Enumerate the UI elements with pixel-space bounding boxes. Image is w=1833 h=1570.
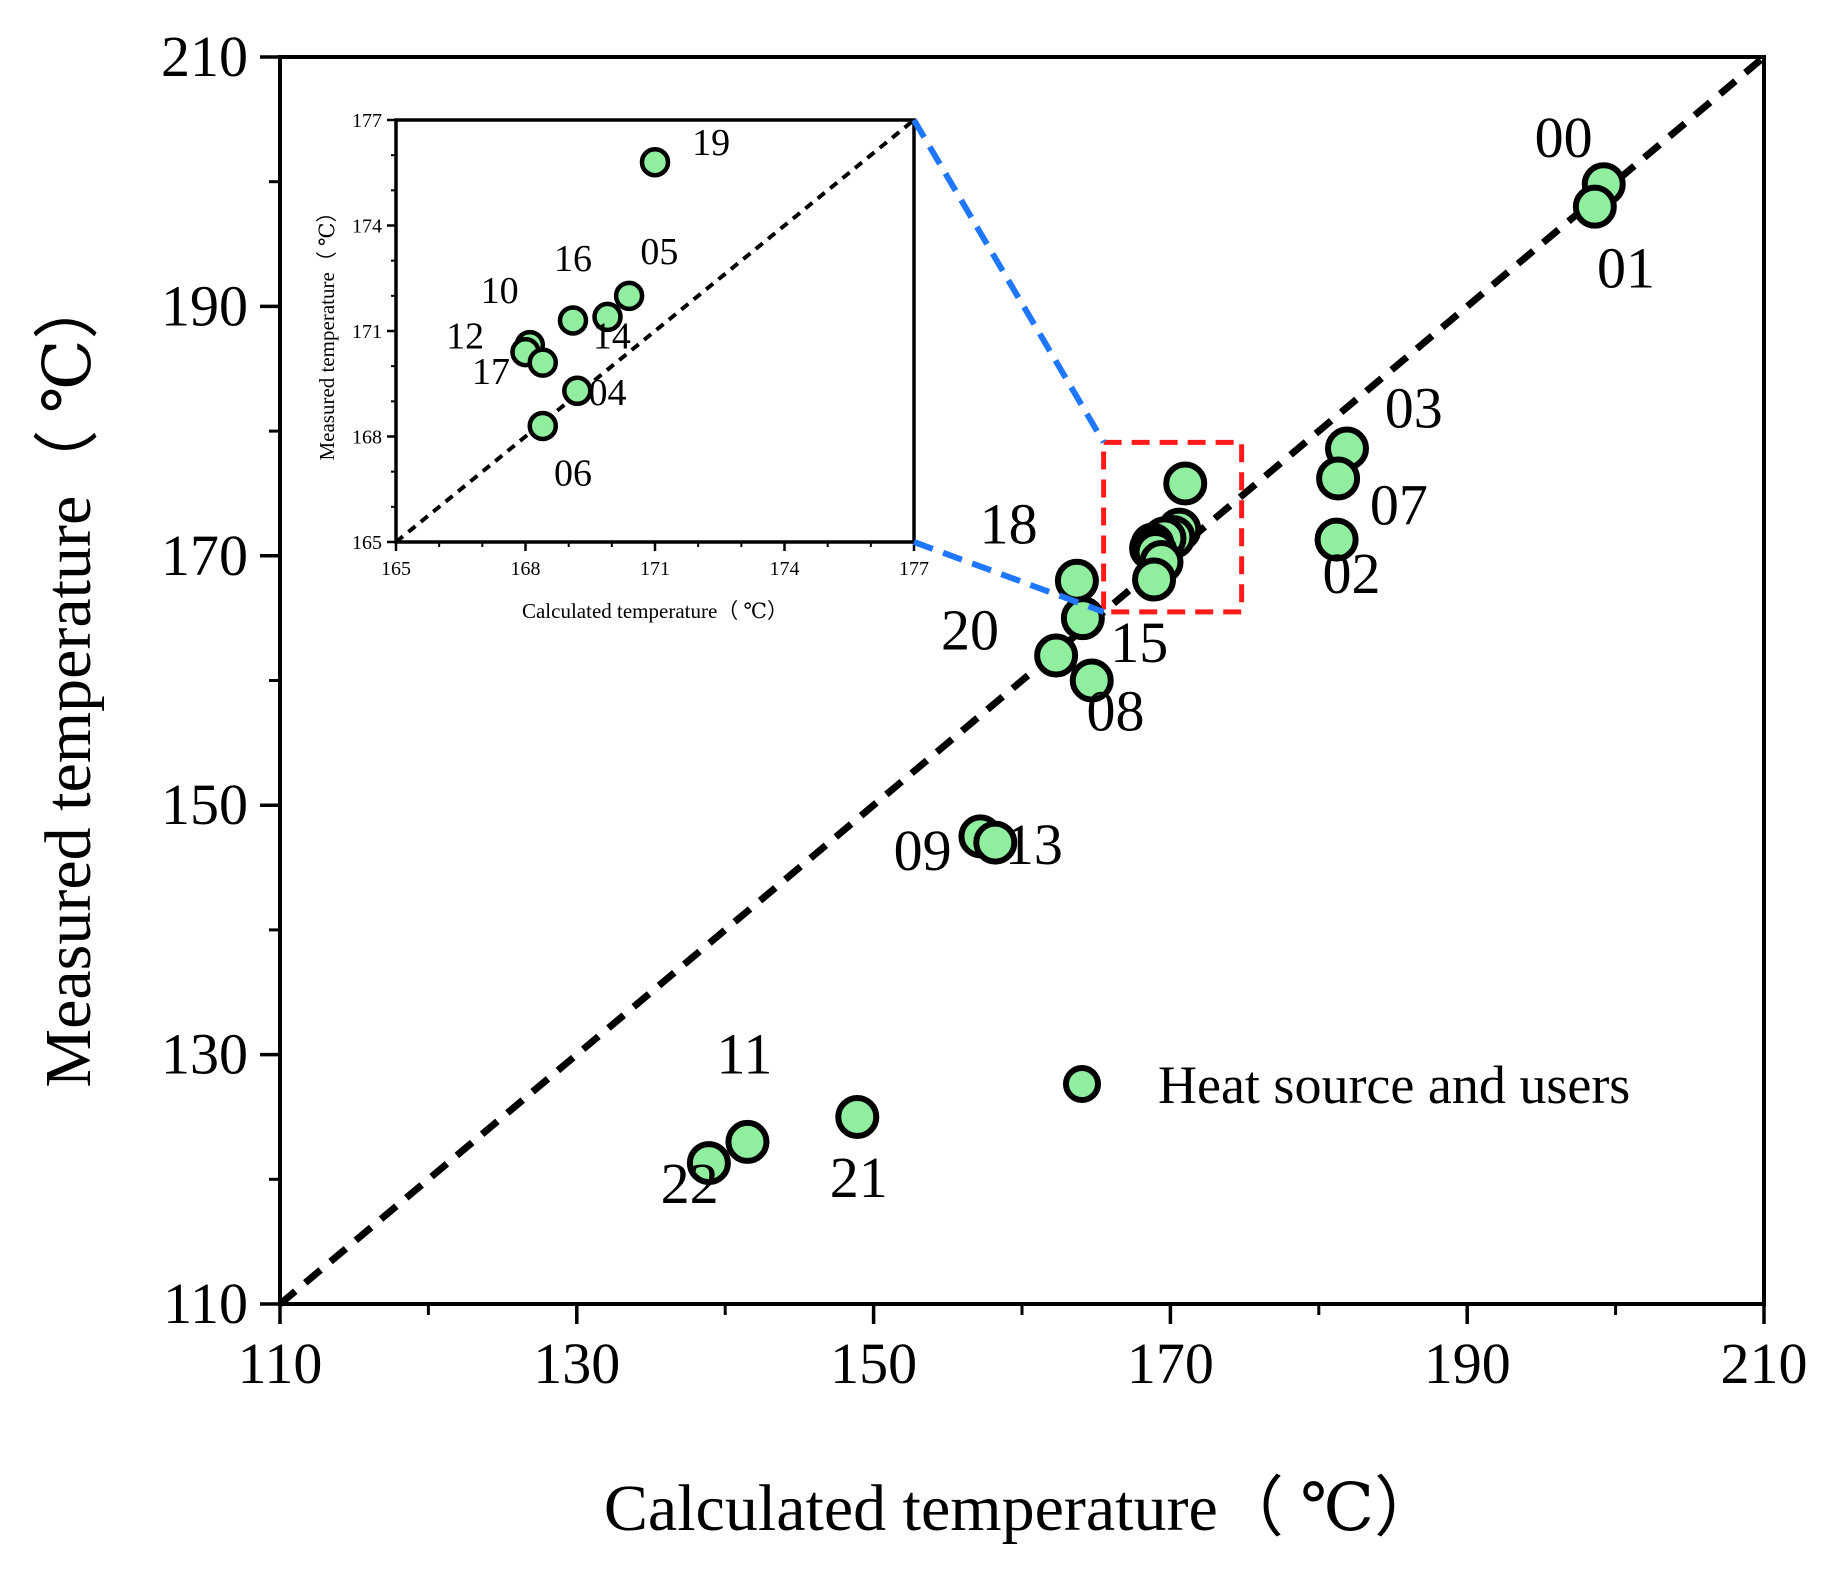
- x-tick-label: 170: [1127, 1331, 1214, 1396]
- y-axis-title: Measured temperature（ ℃）: [32, 273, 105, 1087]
- inset-point-label: 16: [554, 238, 592, 280]
- data-point: [1060, 596, 1105, 641]
- data-point: [835, 1094, 880, 1139]
- y-tick-label: 170: [161, 523, 248, 588]
- data-point: [1314, 517, 1359, 562]
- point-label: 15: [1110, 610, 1168, 675]
- inset-x-tick-label: 168: [511, 558, 541, 580]
- inset-y-tick-label: 171: [352, 321, 382, 343]
- inset-plot: 165 168 171 174 177 165 168 171 174 177 19 05 16 10 14…: [315, 110, 929, 623]
- inset-point-label: 05: [640, 231, 678, 273]
- inset-data-point: [562, 375, 593, 407]
- point-label: 22: [661, 1151, 719, 1216]
- y-tick-label: 210: [161, 24, 248, 89]
- data-point: [1316, 456, 1361, 501]
- y-tick-label: 190: [161, 273, 248, 338]
- point-label: 01: [1597, 236, 1655, 301]
- inset-y-tick-label: 165: [352, 532, 382, 554]
- point-label: 02: [1322, 541, 1380, 606]
- reference-line-main: [277, 54, 1767, 1307]
- legend: Heat source and users: [1063, 1055, 1630, 1115]
- data-point: [973, 820, 1018, 865]
- inset-point-label: 19: [692, 122, 730, 164]
- x-tick-label: 130: [533, 1331, 620, 1396]
- data-point: [1034, 633, 1079, 678]
- inset-data-point: [527, 347, 559, 378]
- point-label: 21: [830, 1145, 888, 1210]
- inset-y-axis-title: Measured temperature（ ℃）: [315, 201, 339, 460]
- x-tick-label: 210: [1721, 1331, 1808, 1396]
- inset-y-tick-label: 174: [352, 216, 382, 238]
- x-tick-label: 150: [830, 1331, 917, 1396]
- inset-frame: [394, 118, 916, 544]
- point-label: 18: [980, 491, 1038, 556]
- data-point: [1572, 184, 1617, 229]
- inset-data-point: [639, 146, 671, 178]
- inset-background: [396, 120, 914, 542]
- y-tick-label: 150: [161, 772, 248, 837]
- main-plot: 110 130 150 170 190 2101101301501701902100001…: [32, 24, 1808, 1545]
- zoom-box: [1101, 439, 1245, 615]
- legend-label: Heat source and users: [1158, 1055, 1630, 1115]
- inset-x-tick-label: 171: [640, 558, 670, 580]
- point-label: 20: [941, 597, 999, 662]
- inset-x-tick-label: 174: [770, 558, 800, 580]
- point-label: 09: [894, 818, 952, 883]
- point-label: 07: [1370, 473, 1428, 538]
- data-point: [1069, 658, 1114, 703]
- connector-top: [911, 118, 1107, 444]
- inset-x-tick-label: 165: [381, 558, 411, 580]
- connector-bottom: [912, 539, 1105, 615]
- inset-point-label: 12: [446, 316, 484, 358]
- zoom-connectors: [911, 118, 1107, 615]
- inset-x-axis-title: Calculated temperature（ ℃）: [522, 599, 788, 623]
- legend-marker: [1063, 1065, 1101, 1103]
- y-tick-label: 130: [161, 1022, 248, 1087]
- inset-y-tick-label: 168: [352, 427, 382, 449]
- point-label: 08: [1086, 678, 1144, 743]
- point-label: 03: [1385, 375, 1443, 440]
- point-label: 13: [1005, 812, 1063, 877]
- point-label: 11: [717, 1021, 773, 1086]
- inset-point-label: 04: [589, 372, 627, 414]
- inset-point-label: 10: [481, 270, 519, 312]
- inset-data-point: [613, 280, 645, 312]
- data-point: [1132, 557, 1177, 602]
- x-tick-label: 190: [1424, 1331, 1511, 1396]
- inset-point-label: 06: [554, 453, 592, 495]
- plot-frame: [278, 55, 1766, 1306]
- inset-y-tick-label: 177: [352, 110, 382, 132]
- data-point: [1163, 461, 1208, 506]
- data-point: [725, 1119, 770, 1164]
- point-label: 00: [1535, 105, 1593, 170]
- y-tick-label: 110: [163, 1271, 248, 1336]
- inset-data-point: [527, 410, 559, 442]
- inset-x-tick-label: 177: [899, 558, 929, 580]
- inset-data-point: [557, 305, 589, 336]
- data-point: [686, 1141, 731, 1186]
- inset-point-label: 17: [472, 351, 510, 393]
- inset-data-point: [592, 301, 623, 333]
- inset-point-label: 14: [593, 316, 631, 358]
- x-tick-label: 110: [238, 1331, 323, 1396]
- x-axis-title: Calculated temperature（ ℃）: [604, 1472, 1440, 1545]
